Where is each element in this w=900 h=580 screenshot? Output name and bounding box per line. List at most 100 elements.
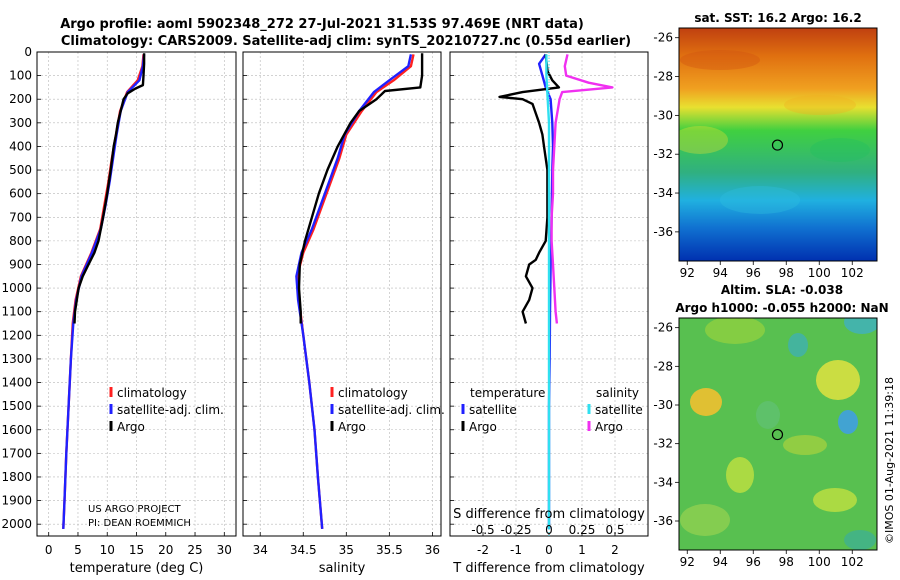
x-tick-label: 1 [578,543,586,557]
depth-tick-label: 1100 [1,305,32,319]
map-y-tick-label: -26 [653,31,673,45]
map-x-tick-label: 100 [808,266,831,280]
map-y-tick-label: -32 [653,147,673,161]
salinity-panel: 34 34.5 35 35.5 36 salinity climatology satelli… [242,51,445,576]
s-diff-label: S difference from climatology [453,507,645,522]
x-tick-label: 35.5 [376,543,403,557]
map-y-tick-label: -30 [653,398,673,412]
pi-label: PI: DEAN ROEMMICH [88,518,191,529]
depth-tick-label: 1500 [1,399,32,413]
x-tick-label: 34 [253,543,268,557]
sla-map-title-line2: Argo h1000: -0.055 h2000: NaN [675,301,888,315]
sla-texture [680,318,877,550]
panel-frame [36,51,237,537]
legend-entry: satellite [469,403,517,417]
depth-tick-label: 1000 [1,281,32,295]
series-line-salinity-argo [550,54,614,324]
series-line-argo [297,53,424,324]
sst-map: 92 94 96 98 100 102 -26 -28 -30 -32 -34 -36 [653,27,878,280]
depth-tick-label: 1400 [1,376,32,390]
map-x-tick-label: 102 [841,555,864,569]
x-tick-label: 10 [100,543,115,557]
legend-title-temperature: temperature [470,386,545,400]
sst-map-title: sat. SST: 16.2 Argo: 16.2 [694,11,861,25]
figure-title-line2: Climatology: CARS2009. Satellite-adj cli… [61,34,631,49]
depth-tick-label: 1900 [1,494,32,508]
x-tick-label: 2 [611,543,619,557]
depth-tick-label: 2000 [1,517,32,531]
depth-tick-label: 0 [24,45,32,59]
s-diff-tick-label: 0.5 [605,523,624,537]
series-line-argo [73,53,146,324]
sla-frame [678,317,878,551]
x-axis-label: T difference from climatology [452,561,645,576]
depth-tick-label: 1300 [1,352,32,366]
legend-entry: Argo [338,420,366,434]
map-x-tick-label: 96 [746,266,761,280]
map-y-tick-label: -28 [653,359,673,373]
timestamp: ©IMOS 01-Aug-2021 11:39:18 [883,377,896,544]
map-x-tick-label: 98 [779,266,794,280]
figure-title-line1: Argo profile: aoml 5902348_272 27-Jul-20… [60,17,584,32]
sst-texture [679,50,870,214]
depth-tick-label: 200 [9,92,32,106]
legend-entry: satellite [595,403,643,417]
x-tick-label: -2 [477,543,489,557]
map-y-tick-label: -36 [653,225,673,239]
sla-float-marker [771,428,784,441]
legend-entry: satellite-adj. clim. [117,403,224,417]
series-line-satellite-adj-clim- [295,54,413,529]
sst-float-marker [771,139,784,151]
depth-tick-label: 800 [9,234,32,248]
map-x-tick-label: 96 [746,555,761,569]
depth-tick-label: 900 [9,257,32,271]
legend-entry: satellite-adj. clim. [338,403,445,417]
x-tick-label: 0 [45,543,53,557]
series-line-climatology [296,54,415,529]
legend-entry: climatology [117,386,187,400]
s-diff-tick-label: 0 [545,523,553,537]
x-axis-label: salinity [319,561,366,576]
sst-frame [678,27,878,262]
sla-map: 92 94 96 98 100 102 -26 -28 -30 -32 -34 -36 [653,317,878,569]
map-y-tick-label: -34 [653,186,673,200]
depth-tick-label: 500 [9,163,32,177]
map-x-tick-label: 92 [680,266,695,280]
legend-entry: climatology [338,386,408,400]
map-y-tick-label: -28 [653,70,673,84]
map-x-tick-label: 92 [680,555,695,569]
x-tick-label: 30 [217,543,232,557]
legend-title-salinity: salinity [596,386,639,400]
s-diff-tick-label: 0.25 [569,523,596,537]
depth-tick-label: 1700 [1,446,32,460]
x-tick-label: 5 [74,543,82,557]
map-x-tick-label: 94 [713,266,728,280]
x-tick-label: -1 [510,543,522,557]
x-tick-label: 0 [545,543,553,557]
x-tick-label: 15 [129,543,144,557]
difference-panel: -2 -1 0 1 2 T difference from climatology S di… [449,51,649,576]
depth-tick-label: 600 [9,187,32,201]
series-line-temperature-satellite [537,53,555,529]
x-tick-label: 36 [425,543,440,557]
map-x-tick-label: 94 [713,555,728,569]
depth-tick-label: 1600 [1,423,32,437]
map-y-tick-label: -36 [653,514,673,528]
sst-field [679,28,877,261]
map-y-tick-label: -30 [653,108,673,122]
map-y-tick-label: -34 [653,475,673,489]
project-label: US ARGO PROJECT [88,504,182,515]
map-y-tick-label: -32 [653,437,673,451]
temperature-panel: 0100200300400500600700800900100011001200… [1,45,237,576]
map-x-tick-label: 102 [841,266,864,280]
s-diff-tick-label: -0.25 [500,523,531,537]
map-x-tick-label: 98 [779,555,794,569]
legend-entry: Argo [469,420,497,434]
series-line-climatology [62,54,145,529]
x-tick-label: 20 [158,543,173,557]
x-tick-label: 35 [339,543,354,557]
map-x-tick-label: 100 [808,555,831,569]
legend-entry: Argo [117,420,145,434]
series-line-temperature-argo [498,54,561,324]
